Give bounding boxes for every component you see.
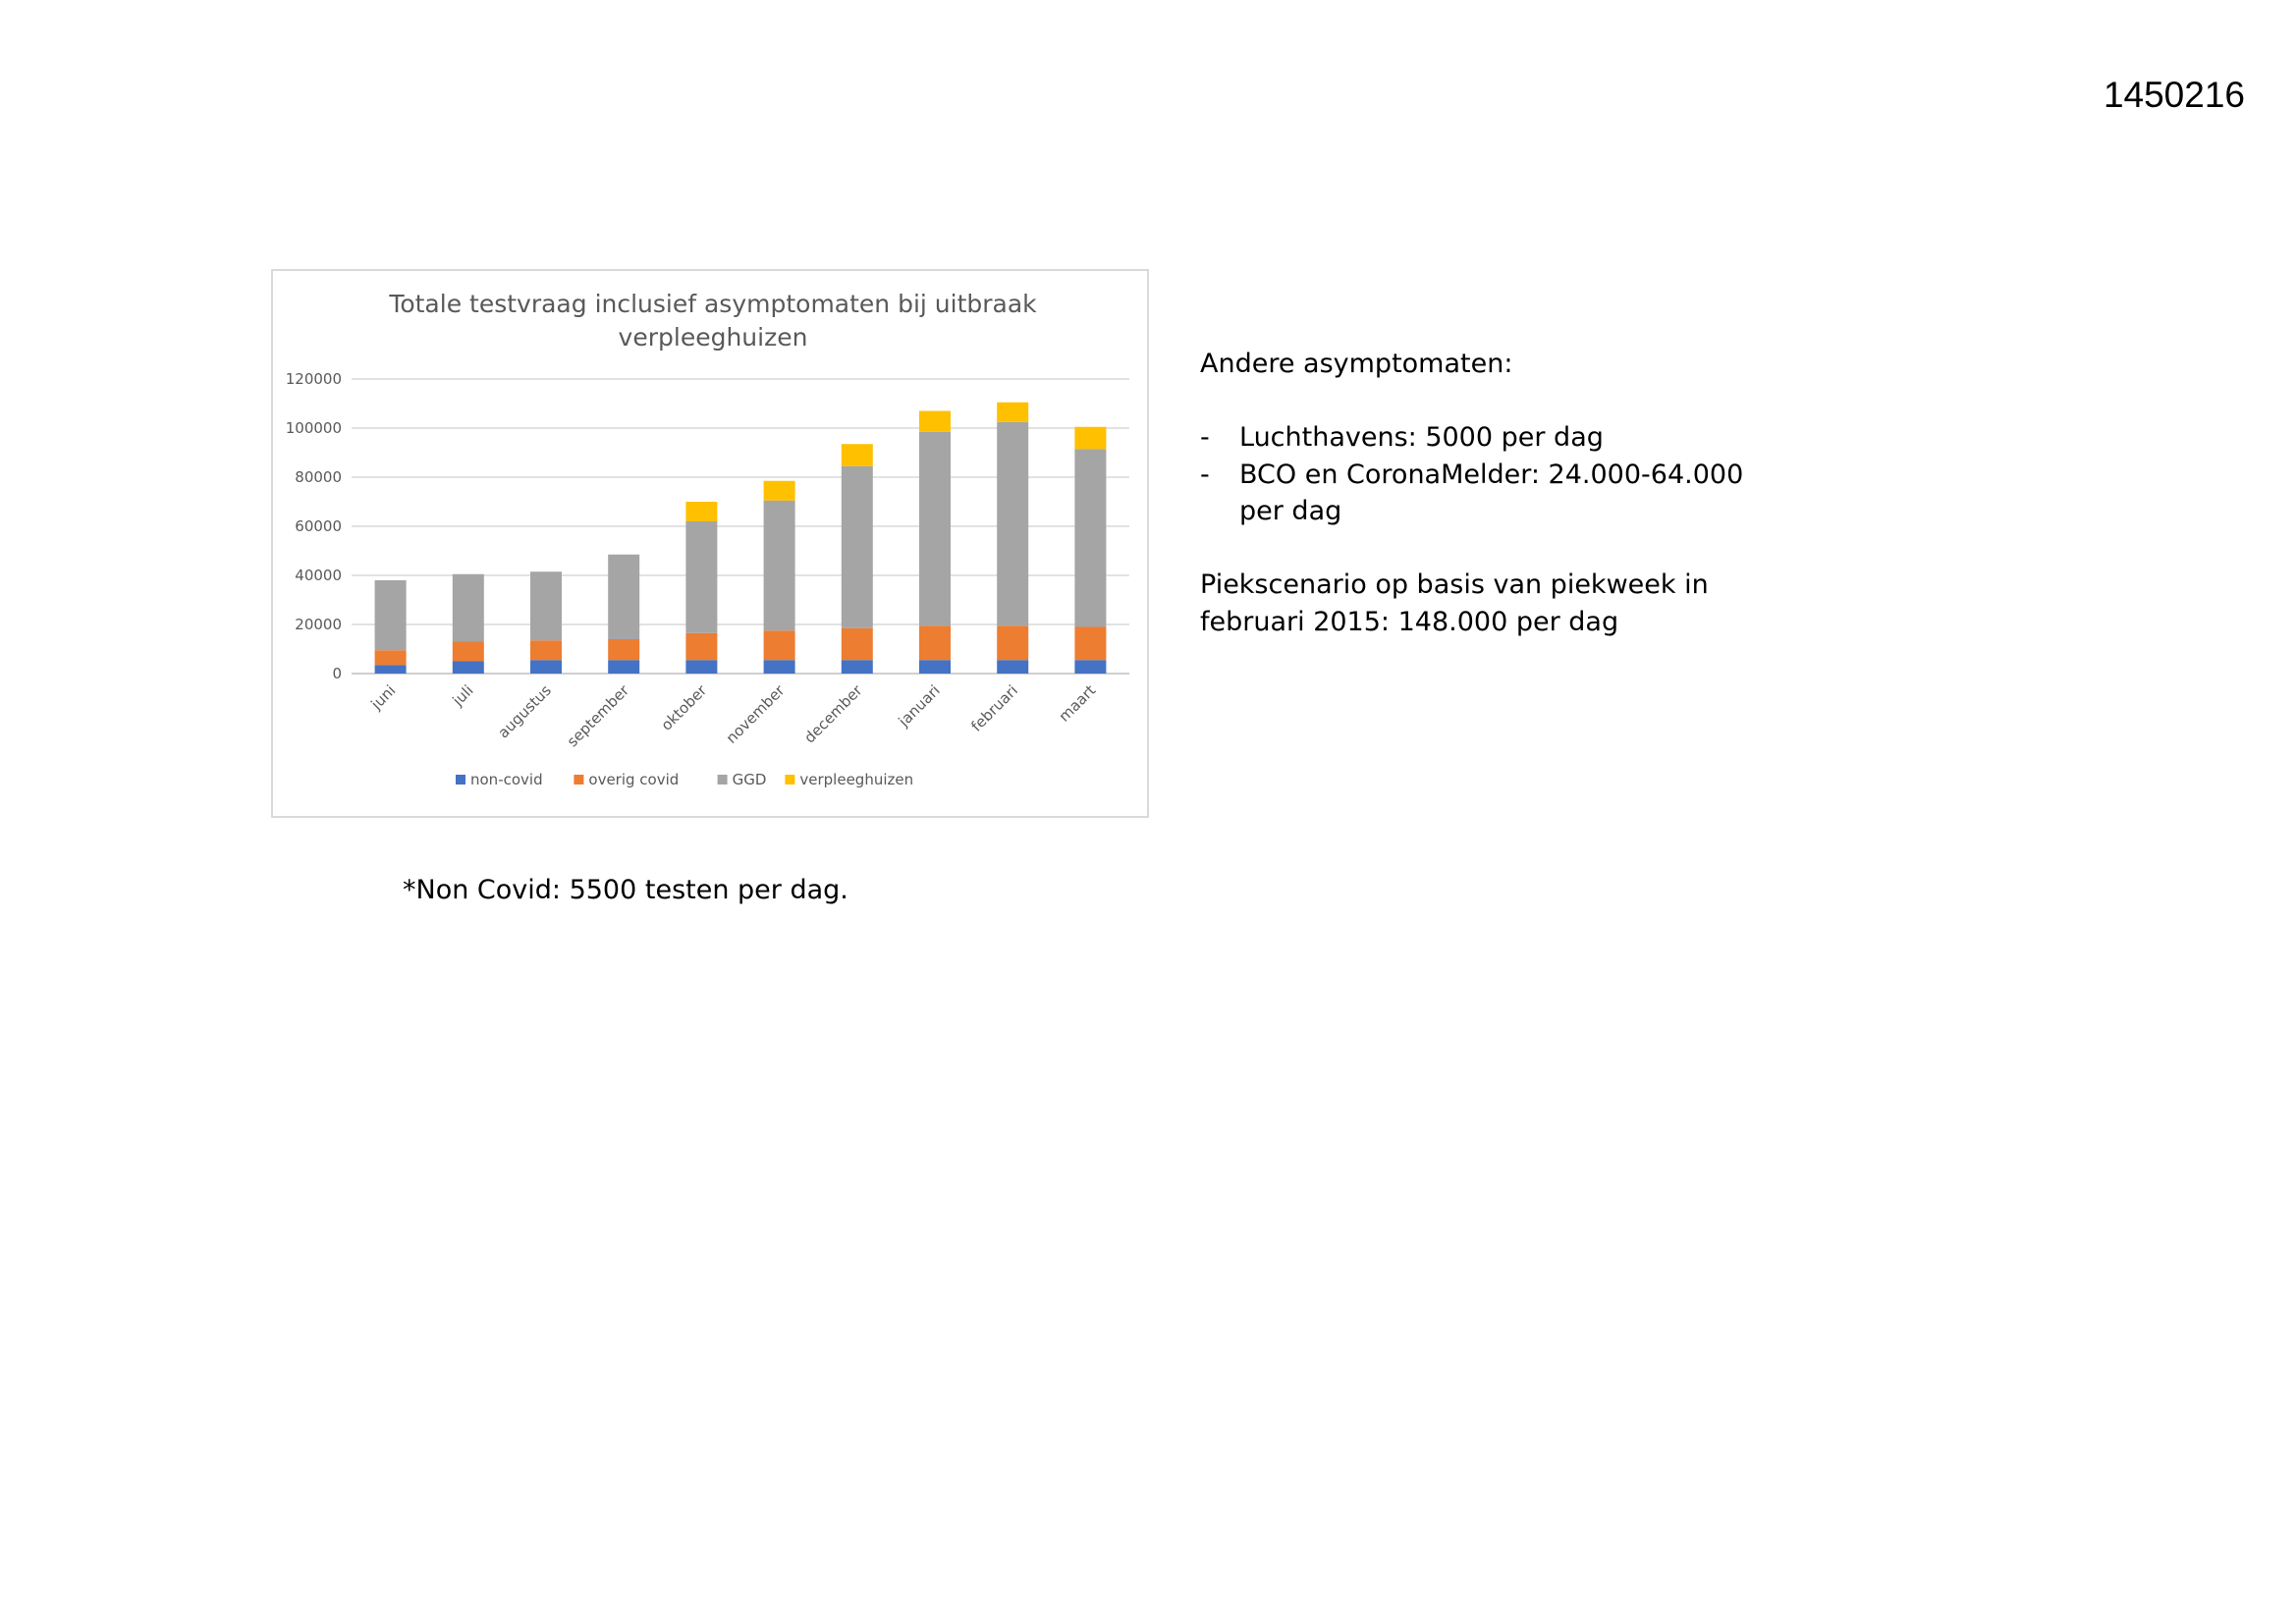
bar-segment-non-covid	[530, 660, 562, 674]
notes-bullet-text: Luchthavens: 5000 per dag	[1239, 422, 1604, 453]
notes-bullet-text: BCO en CoronaMelder: 24.000-64.000 per d…	[1239, 459, 1744, 527]
legend-swatch	[717, 775, 728, 785]
bar-segment-overig-covid	[763, 630, 795, 661]
stacked-bar-chart: Totale testvraag inclusief asymptomaten …	[286, 290, 1129, 788]
bar-segment-non-covid	[374, 665, 407, 674]
y-tick-label: 20000	[295, 616, 342, 633]
y-tick-label: 60000	[295, 517, 342, 535]
bar-segment-non-covid	[608, 660, 640, 674]
notes-heading: Andere asymptomaten:	[1200, 349, 1513, 379]
bar-segment-overig-covid	[608, 639, 640, 661]
x-tick-label: januari	[895, 681, 944, 731]
document-number: 1450216	[2103, 75, 2245, 115]
y-axis-ticks: 0 20000 40000 60000 80000 100000 120000	[286, 370, 342, 682]
y-tick-label: 120000	[286, 370, 342, 388]
bar-segment-non-covid	[841, 660, 873, 674]
bar-segment-GGD	[530, 571, 562, 641]
x-tick-label: juni	[367, 681, 400, 714]
bar-segment-GGD	[608, 554, 640, 639]
y-tick-label: 0	[332, 665, 342, 682]
bar-segment-overig-covid	[374, 650, 407, 666]
x-axis-ticks: juni juli augustus september oktober november…	[367, 681, 1100, 751]
bar-segment-non-covid	[452, 661, 484, 674]
bar-segment-overig-covid	[452, 641, 484, 662]
bar-segment-verpleeghuizen	[841, 444, 873, 466]
notes-panel: Andere asymptomaten: - Luchthavens: 5000…	[1200, 346, 1750, 640]
bars	[374, 402, 1107, 674]
bar-segment-GGD	[1074, 449, 1107, 627]
x-tick-label: maart	[1056, 681, 1100, 726]
bar-segment-overig-covid	[919, 625, 951, 661]
peak-scenario-note: Piekscenario op basis van piekweek in fe…	[1200, 569, 1709, 637]
bar-segment-verpleeghuizen	[1074, 426, 1107, 450]
bar-segment-GGD	[763, 500, 795, 631]
bar-segment-overig-covid	[841, 627, 873, 661]
chart-title-line-1: Totale testvraag inclusief asymptomaten …	[388, 290, 1037, 318]
chart-title-line-2: verpleeghuizen	[619, 323, 808, 352]
bar-segment-verpleeghuizen	[763, 480, 795, 501]
y-tick-label: 100000	[286, 419, 342, 437]
notes-bullet: - Luchthavens: 5000 per dag	[1200, 419, 1750, 457]
bar-segment-GGD	[374, 580, 407, 651]
x-tick-label: oktober	[658, 681, 711, 734]
legend: non-covid overig covid GGD verpleeghuizen	[456, 771, 913, 788]
legend-label: verpleeghuizen	[799, 771, 913, 788]
legend-label: GGD	[733, 771, 767, 788]
bar-segment-non-covid	[997, 660, 1029, 674]
bar-segment-GGD	[841, 465, 873, 628]
notes-bullet: - BCO en CoronaMelder: 24.000-64.000 per…	[1200, 457, 1750, 530]
bar-segment-verpleeghuizen	[997, 402, 1029, 422]
bar-segment-GGD	[452, 573, 484, 642]
x-tick-label: juli	[449, 681, 477, 710]
bar-segment-overig-covid	[1074, 626, 1107, 661]
bar-segment-overig-covid	[530, 640, 562, 661]
x-tick-label: februari	[967, 681, 1021, 735]
bar-segment-non-covid	[1074, 660, 1107, 674]
x-tick-label: november	[723, 681, 789, 747]
bar-segment-GGD	[685, 521, 718, 633]
bar-segment-verpleeghuizen	[685, 502, 718, 521]
x-tick-label: december	[800, 681, 866, 747]
y-tick-label: 80000	[295, 468, 342, 486]
legend-swatch	[456, 775, 465, 785]
bar-segment-GGD	[919, 431, 951, 626]
bar-segment-GGD	[997, 421, 1029, 626]
chart-container: Totale testvraag inclusief asymptomaten …	[271, 269, 1149, 818]
legend-swatch	[574, 775, 584, 785]
footnote: *Non Covid: 5500 testen per dag.	[403, 875, 848, 905]
legend-label: overig covid	[588, 771, 679, 788]
bar-segment-non-covid	[763, 660, 795, 674]
x-tick-label: augustus	[494, 681, 554, 741]
x-tick-label: september	[564, 681, 633, 751]
bar-segment-overig-covid	[997, 625, 1029, 661]
bar-segment-overig-covid	[685, 632, 718, 661]
bar-segment-non-covid	[919, 660, 951, 674]
bar-segment-verpleeghuizen	[919, 410, 951, 432]
bar-segment-non-covid	[685, 660, 718, 674]
legend-label: non-covid	[470, 771, 543, 788]
y-tick-label: 40000	[295, 567, 342, 584]
legend-swatch	[785, 775, 795, 785]
